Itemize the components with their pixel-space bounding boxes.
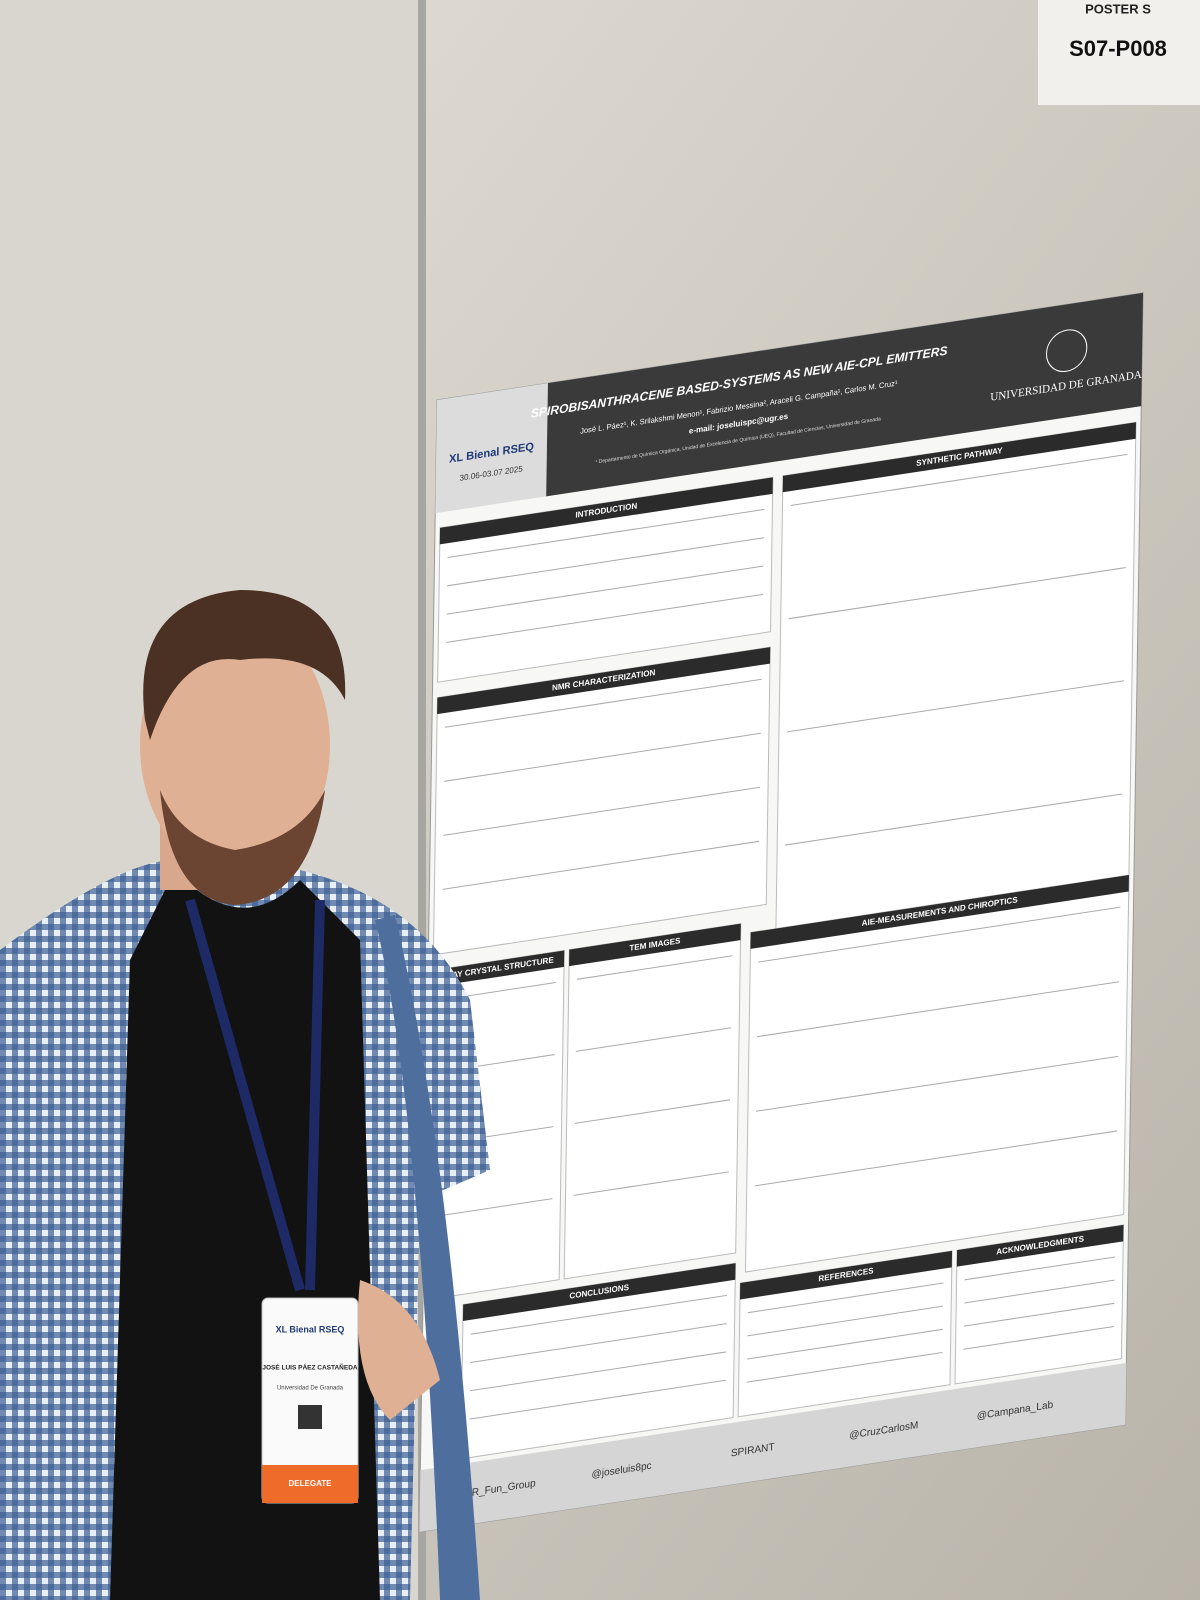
card-header: POSTER S bbox=[1085, 1, 1151, 16]
hair bbox=[143, 590, 346, 740]
content-line bbox=[746, 1351, 943, 1383]
content-line bbox=[447, 508, 765, 559]
content-line bbox=[576, 955, 733, 980]
content-line bbox=[790, 453, 1128, 507]
beard bbox=[160, 790, 325, 905]
panel-edge bbox=[418, 0, 426, 1600]
poster-code: S07-P008 bbox=[1069, 36, 1167, 61]
card bbox=[1038, 0, 1200, 105]
content-line bbox=[446, 593, 764, 643]
poster: XL Bienal RSEQ 30.06-03.07 2025 SPIROBIS… bbox=[418, 292, 1144, 1533]
section-header bbox=[750, 875, 1129, 949]
lanyard bbox=[185, 898, 325, 1292]
content-line bbox=[470, 1323, 727, 1364]
content-line bbox=[964, 1256, 1115, 1281]
logo-box bbox=[435, 383, 548, 514]
content-line bbox=[442, 840, 760, 890]
content-line bbox=[758, 906, 1121, 963]
content-line bbox=[443, 786, 761, 836]
content-line bbox=[574, 1099, 731, 1124]
content-line bbox=[755, 1055, 1119, 1112]
badge-affiliation: Universidad De Granada bbox=[277, 1386, 344, 1392]
content-line bbox=[785, 793, 1123, 846]
content-line bbox=[447, 537, 764, 587]
content-line bbox=[446, 565, 764, 615]
content-line bbox=[757, 981, 1120, 1038]
header-band bbox=[546, 292, 1144, 497]
content-line bbox=[787, 680, 1124, 733]
content-line bbox=[470, 1294, 727, 1335]
section-header bbox=[569, 923, 741, 967]
badge-name: JOSÉ LUIS PÁEZ CASTAÑEDA bbox=[262, 1363, 358, 1372]
content-line bbox=[469, 1379, 726, 1420]
section-header bbox=[462, 1263, 736, 1322]
section-header bbox=[739, 1250, 953, 1300]
content-line bbox=[573, 1171, 729, 1196]
content-line bbox=[963, 1325, 1114, 1350]
section-header bbox=[782, 422, 1136, 493]
bag-strap bbox=[375, 915, 480, 1600]
section-header bbox=[437, 647, 771, 715]
content-line bbox=[444, 732, 761, 782]
section-header bbox=[956, 1224, 1124, 1267]
badge-role-band bbox=[262, 1465, 358, 1503]
content-line bbox=[747, 1282, 944, 1314]
section-header bbox=[439, 477, 773, 545]
content-line bbox=[747, 1328, 943, 1360]
university-seal bbox=[1045, 329, 1088, 373]
content-line bbox=[432, 1198, 553, 1218]
content-line bbox=[788, 567, 1126, 620]
badge: XL Bienal RSEQ JOSÉ LUIS PÁEZ CASTAÑEDA … bbox=[261, 1297, 359, 1504]
content-line bbox=[444, 678, 762, 728]
hand bbox=[358, 1280, 440, 1420]
badge-role: DELEGATE bbox=[289, 1479, 333, 1488]
content-line bbox=[747, 1305, 944, 1337]
face bbox=[140, 615, 330, 875]
badge-event: XL Bienal RSEQ bbox=[276, 1324, 345, 1334]
content-line bbox=[575, 1027, 732, 1052]
poster-number-card: POSTER S S07-P008 bbox=[1038, 0, 1200, 105]
content-line bbox=[964, 1279, 1115, 1304]
content-line bbox=[469, 1351, 727, 1392]
badge-qr bbox=[298, 1405, 322, 1429]
footer-band bbox=[419, 1363, 1127, 1532]
content-line bbox=[754, 1130, 1117, 1187]
content-line bbox=[963, 1302, 1115, 1327]
section-header bbox=[427, 950, 565, 988]
